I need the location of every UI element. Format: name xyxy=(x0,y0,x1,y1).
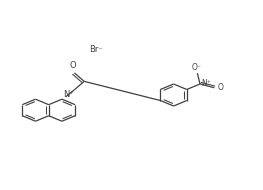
Text: O: O xyxy=(218,83,223,92)
Text: O⁻: O⁻ xyxy=(192,63,202,72)
Text: O: O xyxy=(70,61,76,70)
Text: N⁺: N⁺ xyxy=(63,90,74,99)
Text: N⁺: N⁺ xyxy=(201,79,211,89)
Text: Br⁻: Br⁻ xyxy=(89,45,103,54)
